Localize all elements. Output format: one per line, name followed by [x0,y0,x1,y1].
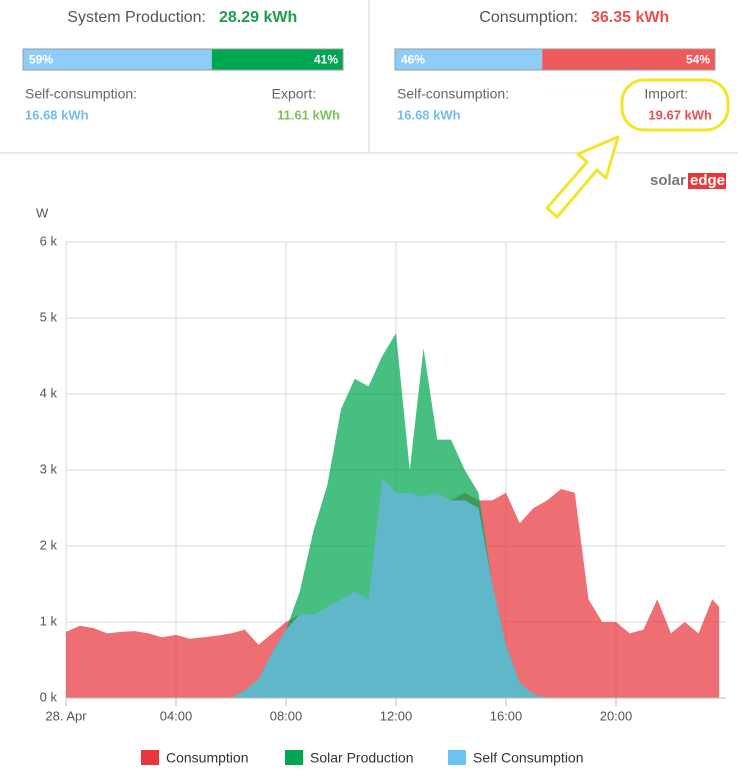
logo: solar edge [650,172,726,189]
x-tick-label: 04:00 [160,708,193,723]
area [66,477,720,698]
y-tick-label: 5 k [40,309,58,324]
panel-total: 36.35 kWh [591,9,669,26]
y-axis-title: W [36,205,49,220]
x-tick-label: 12:00 [380,708,413,723]
bar-label: 59% [29,53,53,67]
stat-value: 16.68 kWh [397,107,461,122]
bar-segment [395,49,543,70]
stat-label: Export: [272,86,316,102]
y-tick-label: 3 k [40,461,58,476]
panel-title: Consumption: [479,9,578,26]
bar-frame [394,48,716,71]
panel-title: System Production: [67,9,206,26]
logo-box [688,173,726,189]
bar-segment [211,49,343,70]
highlight-ring [620,78,730,132]
stat-value: 11.61 kWh [277,107,340,122]
y-tick-label: 0 k [40,689,58,704]
x-tick-label: 28. Apr [45,708,87,723]
logo-text: edge [690,172,725,189]
legend-swatch [285,750,303,765]
y-tick-label: 2 k [40,537,58,552]
bar-segment [542,49,715,70]
bar-label: 41% [314,53,338,67]
stat-label: Import: [644,86,688,102]
bar-frame [22,48,344,71]
x-tick-label: 08:00 [270,708,303,723]
y-tick-label: 6 k [40,233,58,248]
y-tick-label: 1 k [40,613,58,628]
legend-label: Consumption [166,750,249,766]
bar-segment [23,49,212,70]
y-tick-label: 4 k [40,385,58,400]
legend-swatch [448,750,466,765]
legend-swatch [141,750,159,765]
bar-label: 46% [401,53,425,67]
x-tick-label: 20:00 [600,708,633,723]
stat-value: 16.68 kWh [25,107,89,122]
stat-label: Self-consumption: [25,86,137,102]
panel-total: 28.29 kWh [219,9,297,26]
legend-label: Self Consumption [473,750,584,766]
legend-label: Solar Production [310,750,414,766]
x-tick-label: 16:00 [490,708,523,723]
bar-label: 54% [686,53,710,67]
stat-label: Self-consumption: [397,86,509,102]
stat-value: 19.67 kWh [648,107,712,122]
logo-text: solar [650,172,686,189]
highlight-arrow [545,135,620,219]
